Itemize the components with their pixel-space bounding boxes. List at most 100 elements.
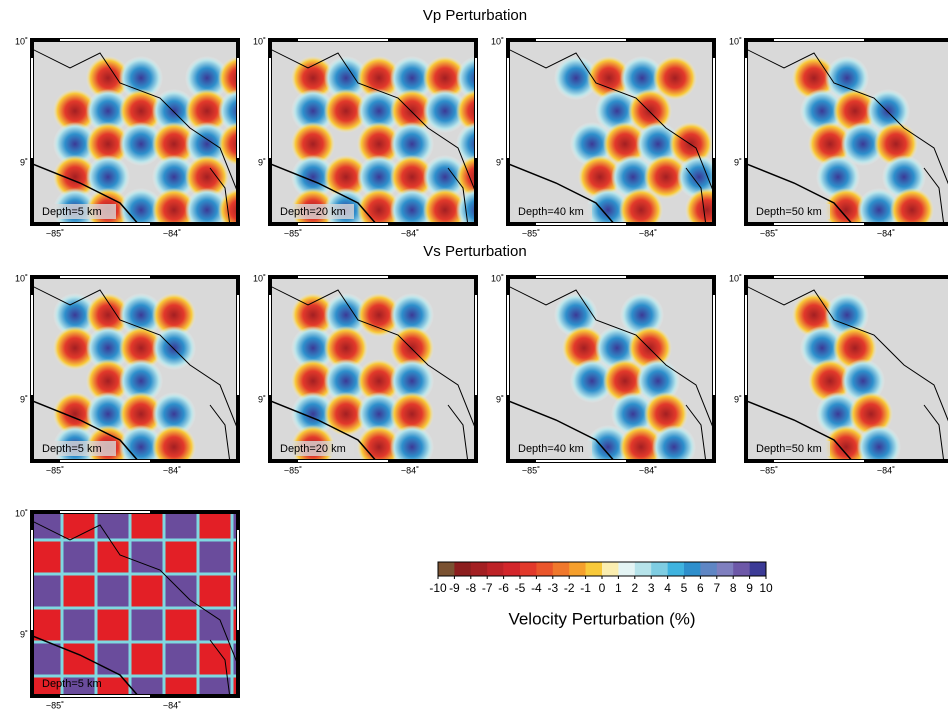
frame-tick [507, 295, 509, 395]
lat-label: 10˚ [253, 36, 266, 46]
depth-label: Depth=50 km [756, 443, 822, 455]
lat-label: 9˚ [496, 157, 504, 167]
lon-label: −84˚ [163, 465, 181, 475]
colorbar-tick-label: 1 [615, 581, 622, 595]
colorbar-tick-label: -3 [547, 581, 558, 595]
frame-tick [269, 58, 271, 158]
colorbar-tick-label: -7 [482, 581, 493, 595]
colorbar-swatch [471, 562, 488, 576]
frame-tick [60, 695, 150, 697]
colorbar-tick-label: 2 [631, 581, 638, 595]
colorbar-tick-label: -8 [465, 581, 476, 595]
checker-cell [198, 676, 232, 710]
map-content [268, 275, 478, 469]
lon-label: −85˚ [760, 228, 778, 238]
checker-cell [130, 608, 164, 642]
lon-label: −84˚ [163, 700, 181, 710]
vp-title: Vp Perturbation [423, 7, 527, 24]
frame-tick [31, 530, 33, 630]
frame-tick [536, 223, 626, 225]
lat-label: 9˚ [496, 394, 504, 404]
frame-tick [60, 276, 150, 278]
lon-label: −84˚ [401, 465, 419, 475]
frame-tick [713, 58, 715, 158]
map-content [506, 275, 716, 469]
depth-label: Depth=5 km [42, 678, 102, 690]
map-panel: Depth=20 km 10˚ 9˚ −85˚ −84˚ [253, 36, 500, 238]
colorbar-swatch [733, 562, 750, 576]
frame-tick [298, 39, 388, 41]
lon-label: −85˚ [522, 228, 540, 238]
frame-tick [774, 276, 864, 278]
colorbar-tick-label: 4 [664, 581, 671, 595]
colorbar-tick-label: -9 [449, 581, 460, 595]
depth-label: Depth=20 km [280, 443, 346, 455]
colorbar-swatch [684, 562, 701, 576]
colorbar-swatch [454, 562, 471, 576]
anomaly-blob [152, 326, 196, 370]
lat-label: 9˚ [734, 394, 742, 404]
lon-label: −84˚ [639, 228, 657, 238]
frame-tick [298, 223, 388, 225]
colorbar-tick-label: 8 [730, 581, 737, 595]
colorbar-tick-label: -10 [429, 581, 447, 595]
checker-cell [96, 574, 130, 608]
colorbar-swatch [635, 562, 652, 576]
colorbar-swatch [618, 562, 635, 576]
colorbar-swatch [520, 562, 537, 576]
map-panel: Depth=5 km10˚9˚−85˚−84˚ [15, 506, 266, 713]
lat-label: 9˚ [258, 157, 266, 167]
lat-label: 10˚ [491, 273, 504, 283]
checker-cell [198, 574, 232, 608]
lon-label: −84˚ [877, 465, 895, 475]
frame-tick [237, 58, 239, 158]
colorbar-swatch [586, 562, 603, 576]
colorbar-tick-label: -2 [564, 581, 575, 595]
colorbar-tick-label: -1 [580, 581, 591, 595]
map-panel: Depth=20 km10˚9˚−85˚−84˚ [253, 273, 478, 475]
map-content [744, 275, 948, 469]
lon-label: −85˚ [284, 465, 302, 475]
lon-label: −85˚ [284, 228, 302, 238]
colorbar-swatch [553, 562, 570, 576]
depth-label: Depth=50 km [756, 206, 822, 218]
lat-label: 9˚ [20, 157, 28, 167]
colorbar-swatch [651, 562, 668, 576]
checker-cell [164, 608, 198, 642]
map-content [268, 38, 500, 232]
frame-tick [774, 39, 864, 41]
frame-tick [536, 39, 626, 41]
checker-cell [62, 540, 96, 574]
colorbar-tick-label: 6 [697, 581, 704, 595]
page: Vp Perturbation Vs Perturbation Depth=5 … [0, 0, 948, 713]
lon-label: −84˚ [401, 228, 419, 238]
lon-label: −85˚ [46, 228, 64, 238]
frame-tick [237, 295, 239, 395]
colorbar-tick-label: 3 [648, 581, 655, 595]
colorbar-swatch [504, 562, 521, 576]
colorbar-swatch [602, 562, 619, 576]
map-content [30, 275, 240, 469]
checker-cell [198, 540, 232, 574]
lon-label: −85˚ [522, 465, 540, 475]
frame-tick [269, 295, 271, 395]
frame-tick [60, 511, 150, 513]
frame-tick [237, 530, 239, 630]
lat-label: 10˚ [15, 273, 28, 283]
lon-label: −84˚ [877, 228, 895, 238]
colorbar-tick-label: -5 [515, 581, 526, 595]
frame-tick [475, 295, 477, 395]
frame-tick [536, 460, 626, 462]
frame-tick [774, 223, 864, 225]
checker-cell [96, 608, 130, 642]
lon-label: −85˚ [46, 465, 64, 475]
frame-tick [298, 276, 388, 278]
lon-label: −84˚ [163, 228, 181, 238]
frame-tick [31, 295, 33, 395]
depth-label: Depth=40 km [518, 206, 584, 218]
colorbar-tick-label: 10 [759, 581, 773, 595]
lat-label: 10˚ [253, 273, 266, 283]
depth-label: Depth=20 km [280, 206, 346, 218]
colorbar-swatch [438, 562, 455, 576]
